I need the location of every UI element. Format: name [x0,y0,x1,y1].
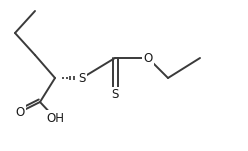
Text: O: O [143,51,153,64]
Text: O: O [15,106,25,119]
Text: OH: OH [46,111,64,125]
Text: S: S [111,88,119,101]
Text: S: S [78,72,86,85]
